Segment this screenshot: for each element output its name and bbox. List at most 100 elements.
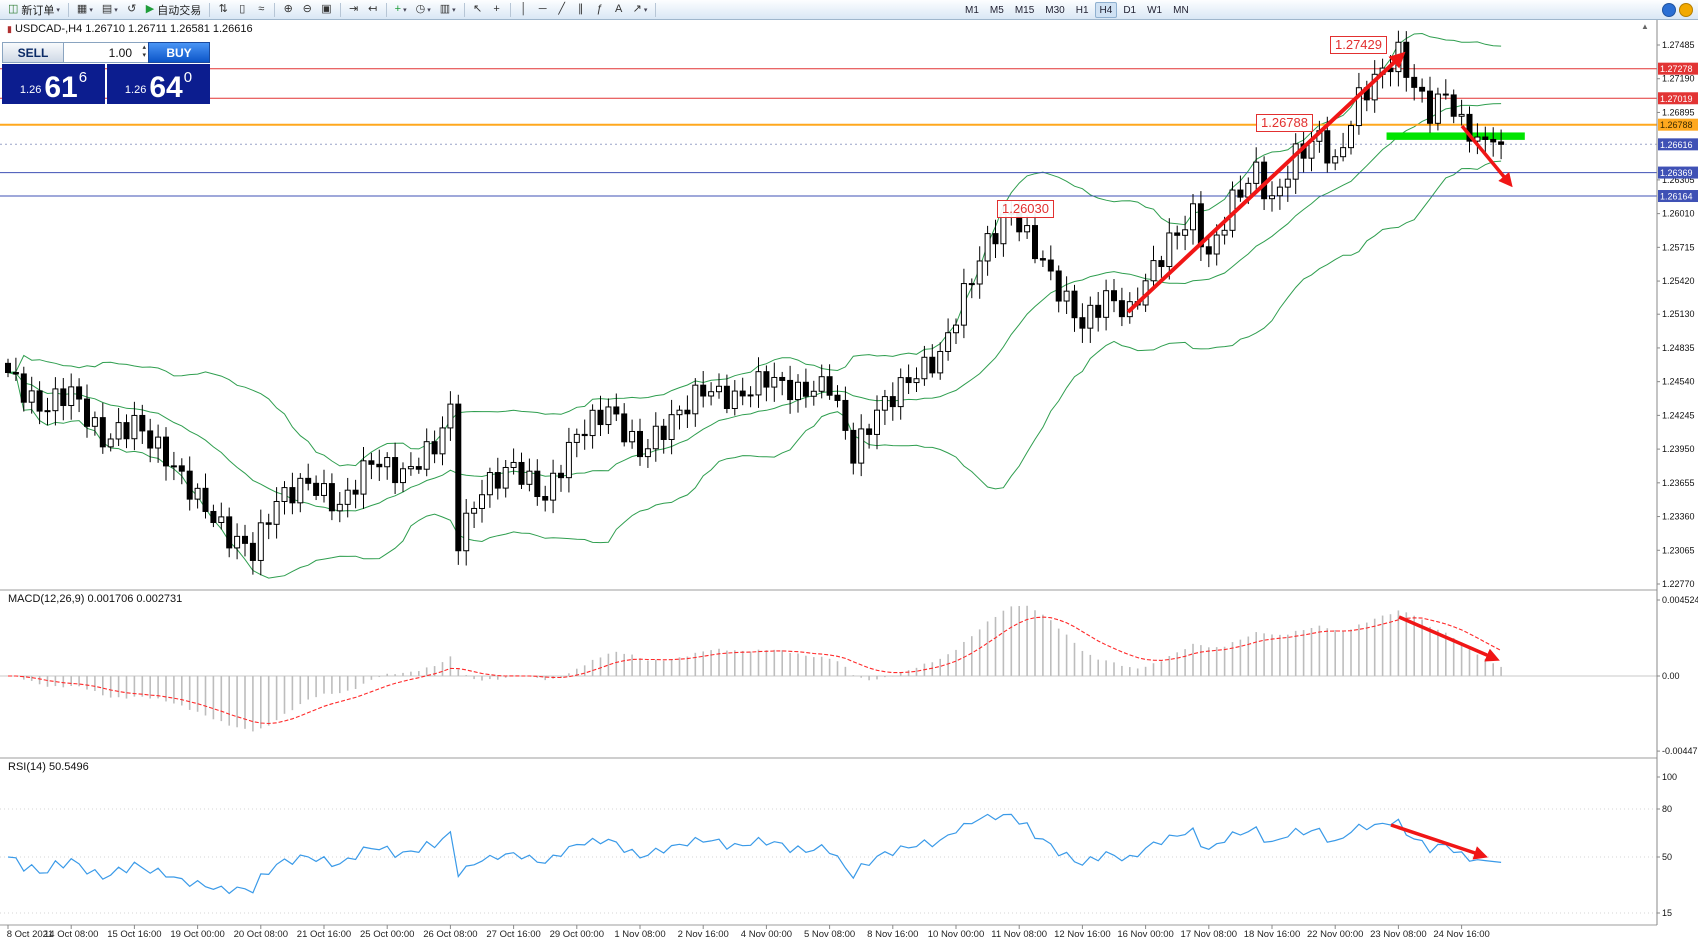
- vertical-line-button[interactable]: │: [515, 1, 533, 18]
- svg-text:1.24835: 1.24835: [1662, 343, 1695, 353]
- timeframe-m30-button[interactable]: M30: [1045, 5, 1065, 16]
- auto-scroll-button[interactable]: ⇥: [345, 1, 363, 18]
- svg-text:1.22770: 1.22770: [1662, 579, 1695, 589]
- support-zone[interactable]: [1386, 132, 1525, 140]
- volume-up-icon[interactable]: ▴: [142, 44, 146, 51]
- periods-button[interactable]: ◷ ▾: [412, 1, 435, 18]
- toolbar-separator: [655, 2, 657, 17]
- volume-input[interactable]: 1.00 ▴ ▾: [64, 42, 148, 63]
- new-chart-button[interactable]: ▦ ▾: [73, 1, 97, 18]
- svg-text:1.26305: 1.26305: [1662, 175, 1695, 185]
- toolbar-separator: [339, 2, 341, 17]
- svg-text:16 Nov 00:00: 16 Nov 00:00: [1117, 929, 1174, 940]
- svg-text:8 Nov 16:00: 8 Nov 16:00: [867, 929, 918, 940]
- trend-arrow-up: [1126, 51, 1406, 314]
- autotrading-button[interactable]: ▶ 自动交易: [142, 1, 205, 18]
- svg-text:1.26010: 1.26010: [1662, 209, 1695, 219]
- annotation-high-price[interactable]: 1.27429: [1330, 36, 1387, 54]
- timeframe-w1-button[interactable]: W1: [1147, 5, 1163, 16]
- volume-stepper[interactable]: ▴ ▾: [142, 44, 146, 60]
- bid-price-sup: 6: [78, 69, 88, 86]
- svg-text:1.27019: 1.27019: [1660, 94, 1693, 104]
- candlesticks: [5, 30, 1505, 576]
- annotation-low-price[interactable]: 1.26030: [997, 200, 1054, 218]
- ask-price-display[interactable]: 1.26 64 0: [107, 64, 210, 104]
- trend-arrows[interactable]: [1126, 51, 1513, 860]
- timeframe-m5-button[interactable]: M5: [989, 5, 1004, 16]
- chevron-down-icon: ▾: [114, 6, 118, 14]
- buy-button[interactable]: BUY: [148, 42, 210, 63]
- macd-signal-line: [8, 616, 1502, 725]
- svg-text:1.27278: 1.27278: [1660, 64, 1693, 74]
- refresh-icon: ↺: [127, 3, 137, 15]
- timeframe-h1-button[interactable]: H1: [1075, 5, 1089, 16]
- zoom-out-icon: ⊖: [302, 3, 312, 15]
- indicators-button[interactable]: + ▾: [391, 1, 411, 18]
- horizontal-line-button[interactable]: ─: [534, 1, 552, 18]
- svg-text:25 Oct 00:00: 25 Oct 00:00: [360, 929, 414, 940]
- ask-price-sup: 0: [183, 69, 193, 86]
- svg-text:0.004524: 0.004524: [1662, 595, 1698, 605]
- bar-chart-icon: ⇅: [218, 3, 228, 15]
- svg-text:5 Nov 08:00: 5 Nov 08:00: [804, 929, 855, 940]
- chart-shift-button[interactable]: ↤: [364, 1, 382, 18]
- tile-windows-icon: ▣: [321, 3, 332, 15]
- cursor-button[interactable]: ↖: [469, 1, 487, 18]
- toolbar-separator: [509, 2, 511, 17]
- community-icon[interactable]: [1662, 3, 1676, 17]
- chart-symbol-icon: ▮: [7, 24, 12, 34]
- svg-text:8 Oct 2021: 8 Oct 2021: [7, 929, 53, 940]
- svg-text:1.23655: 1.23655: [1662, 478, 1695, 488]
- timeframe-m1-button[interactable]: M1: [965, 5, 979, 16]
- trendline-button[interactable]: ╱: [553, 1, 571, 18]
- sell-button[interactable]: SELL: [2, 42, 64, 63]
- tile-windows-button[interactable]: ▣: [317, 1, 335, 18]
- alerts-icon[interactable]: [1679, 3, 1693, 17]
- templates-button[interactable]: ▥ ▾: [436, 1, 460, 18]
- profiles-button[interactable]: ▤ ▾: [98, 1, 122, 18]
- channel-button[interactable]: ∥: [572, 1, 590, 18]
- timeframe-group: M1 M5 M15 M30 H1 H4 D1 W1 MN: [960, 2, 1194, 18]
- candlestick-chart-button[interactable]: ▯: [233, 1, 251, 18]
- fibonacci-button[interactable]: ƒ: [591, 1, 609, 18]
- profiles-icon: ▤: [101, 3, 113, 15]
- zoom-out-button[interactable]: ⊖: [298, 1, 316, 18]
- bid-price-display[interactable]: 1.26 61 6: [2, 64, 105, 104]
- new-order-button[interactable]: ◫ 新订单 ▾: [4, 1, 64, 18]
- toolbar-separator: [67, 2, 69, 17]
- crosshair-button[interactable]: +: [488, 1, 506, 18]
- vertical-line-icon: │: [520, 3, 528, 15]
- text-button[interactable]: A: [610, 1, 628, 18]
- svg-text:1.25130: 1.25130: [1662, 309, 1695, 319]
- zoom-in-button[interactable]: ⊕: [279, 1, 297, 18]
- chevron-down-icon: ▾: [403, 6, 407, 14]
- trend-arrow-down-macd: [1398, 615, 1500, 662]
- timeframe-d1-button[interactable]: D1: [1123, 5, 1137, 16]
- chevron-down-icon: ▾: [89, 6, 93, 14]
- macd-indicator-label: MACD(12,26,9) 0.001706 0.002731: [8, 593, 183, 605]
- volume-down-icon[interactable]: ▾: [142, 52, 146, 59]
- svg-text:19 Oct 00:00: 19 Oct 00:00: [170, 929, 224, 940]
- candlestick-chart-icon: ▯: [239, 3, 246, 15]
- timeframe-h4-button[interactable]: H4: [1094, 2, 1118, 18]
- timeframe-mn-button[interactable]: MN: [1173, 5, 1189, 16]
- autotrading-icon: ▶: [145, 3, 155, 15]
- main-toolbar: ◫ 新订单 ▾ ▦ ▾ ▤ ▾ ↺ ▶ 自动交易 ⇅ ▯ ≈ ⊕ ⊖ ▣ ⇥ ↤ + ▾ ◷ ▾ ▥ ▾ ↖ + │ ─ ╱ ∥ ƒ A ↗ ▾: [0, 0, 1698, 20]
- chevron-down-icon: ▾: [643, 6, 648, 14]
- bid-price-small: 1.26: [19, 84, 42, 96]
- svg-text:1.23065: 1.23065: [1662, 545, 1695, 555]
- line-chart-button[interactable]: ≈: [252, 1, 270, 18]
- chevron-down-icon: ▾: [427, 6, 431, 14]
- arrows-button[interactable]: ↗ ▾: [629, 1, 652, 18]
- svg-text:1.24245: 1.24245: [1662, 410, 1695, 420]
- horizontal-lines[interactable]: [0, 68, 1657, 197]
- svg-text:26 Oct 08:00: 26 Oct 08:00: [423, 929, 477, 940]
- price-scale[interactable]: 1.27485 1.27190 1.26895 1.26305 1.26010 1.257…: [1656, 20, 1698, 941]
- arrows-icon: ↗: [632, 3, 642, 15]
- refresh-button[interactable]: ↺: [123, 1, 141, 18]
- timeframe-m15-button[interactable]: M15: [1014, 5, 1035, 16]
- annotation-mid-price[interactable]: 1.26788: [1256, 114, 1313, 132]
- bar-chart-button[interactable]: ⇅: [214, 1, 232, 18]
